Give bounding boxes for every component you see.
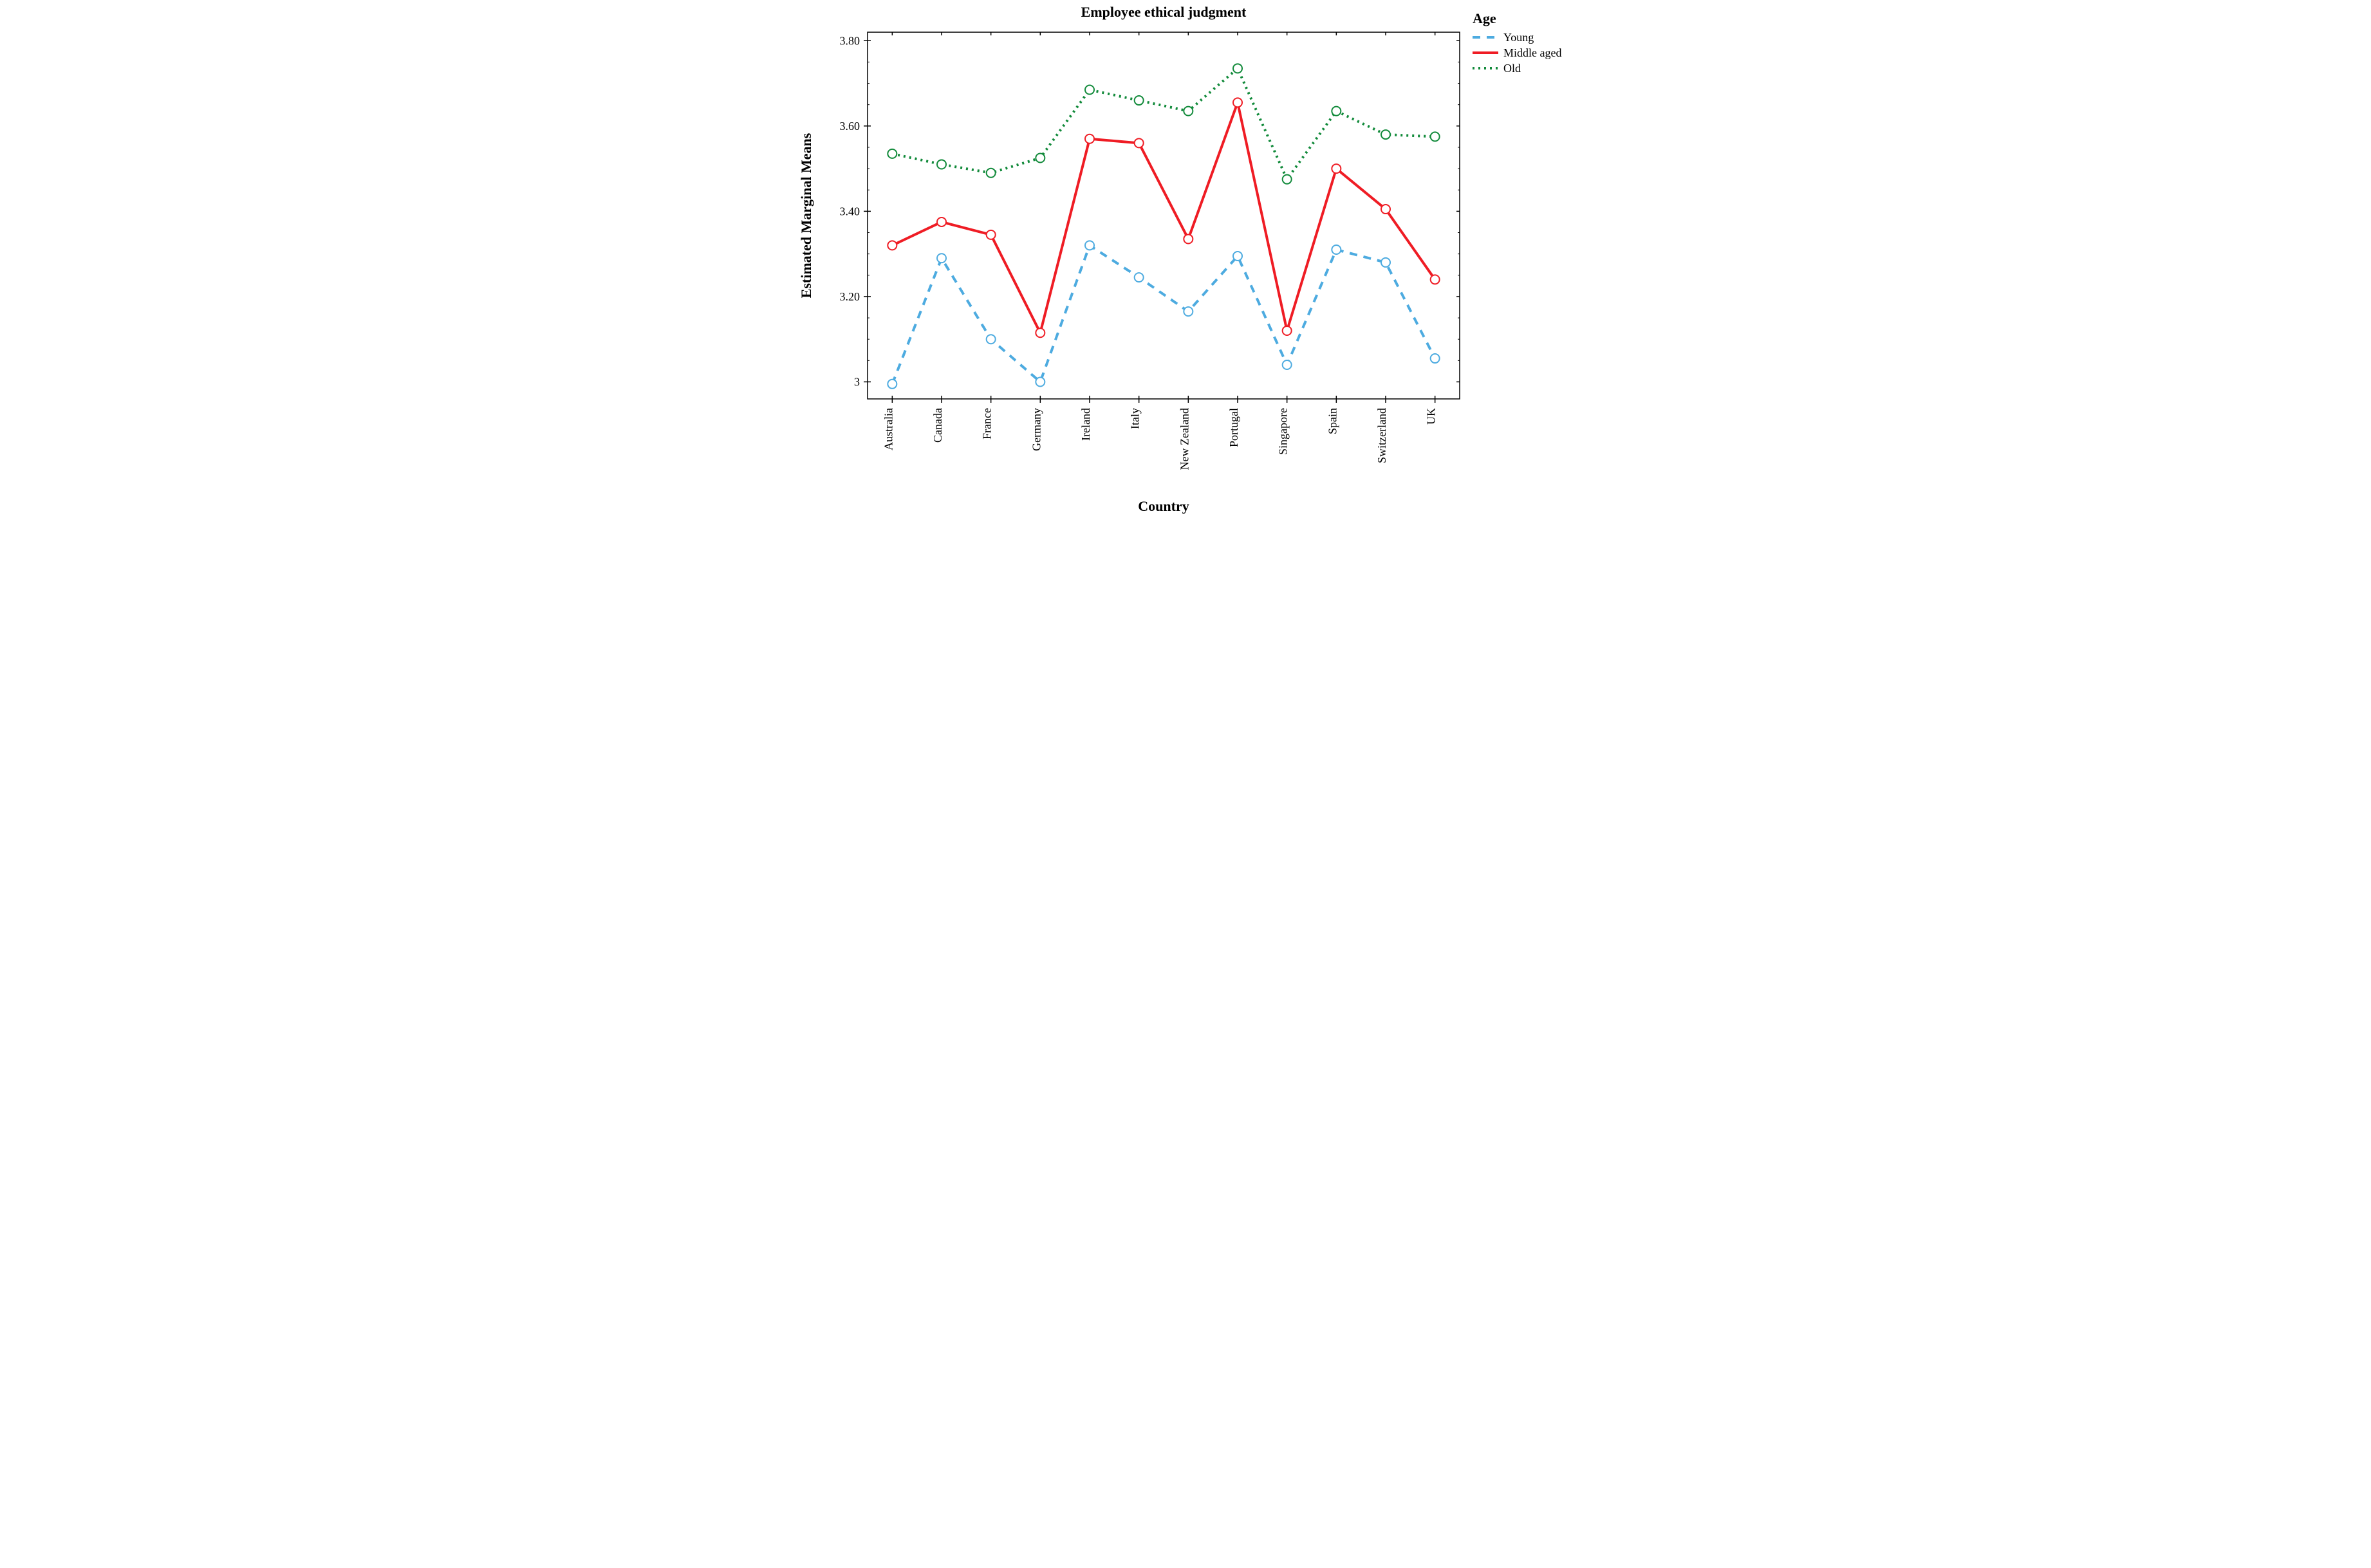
series-marker-old — [1332, 107, 1341, 116]
y-tick-label: 3.60 — [840, 120, 860, 133]
series-marker-old — [1135, 96, 1144, 105]
x-tick-label: France — [981, 408, 994, 439]
chart-title: Employee ethical judgment — [1081, 4, 1247, 20]
series-marker-young — [1283, 360, 1292, 369]
y-tick-label: 3.40 — [840, 205, 860, 217]
series-marker-young — [888, 380, 897, 389]
series-marker-old — [1233, 64, 1242, 73]
legend-title: Age — [1473, 10, 1496, 26]
series-marker-young — [937, 254, 946, 263]
x-tick-label: Germany — [1030, 408, 1043, 451]
series-marker-middle — [1283, 326, 1292, 335]
series-marker-middle — [1135, 138, 1144, 147]
x-tick-label: UK — [1425, 408, 1438, 425]
chart-container: Employee ethical judgment 3 3.20 3.40 3.60 3.… — [790, 0, 1581, 522]
series-marker-middle — [1332, 164, 1341, 173]
chart-svg: Employee ethical judgment 3 3.20 3.40 3.60 3.… — [790, 0, 1581, 522]
series-marker-middle — [888, 241, 897, 250]
legend-label-old: Old — [1503, 62, 1521, 75]
series-marker-old — [888, 149, 897, 158]
y-tick-label: 3.80 — [840, 34, 860, 47]
series-marker-old — [1085, 85, 1094, 94]
legend-label-young: Young — [1503, 31, 1534, 44]
series-marker-young — [1036, 377, 1045, 386]
series-marker-middle — [937, 217, 946, 226]
series-marker-old — [1431, 132, 1440, 141]
x-tick-label: Portugal — [1227, 408, 1240, 447]
series-marker-young — [987, 335, 996, 344]
series-marker-middle — [987, 230, 996, 239]
series-marker-old — [1283, 175, 1292, 184]
series-marker-middle — [1085, 134, 1094, 143]
series-marker-old — [1184, 107, 1193, 116]
x-tick-label: Spain — [1326, 408, 1339, 434]
series-marker-old — [937, 160, 946, 169]
series-marker-young — [1184, 307, 1193, 316]
x-tick-label: New Zealand — [1178, 408, 1191, 470]
series-marker-middle — [1381, 205, 1390, 214]
series-marker-old — [1381, 130, 1390, 139]
x-tick-label: Singapore — [1277, 408, 1290, 455]
y-tick-label: 3.20 — [840, 290, 860, 303]
x-tick-label: Switzerland — [1375, 408, 1388, 463]
series-marker-old — [987, 169, 996, 178]
series-marker-middle — [1233, 98, 1242, 107]
x-tick-label: Ireland — [1079, 408, 1092, 441]
series-marker-young — [1431, 354, 1440, 363]
y-axis-label: Estimated Marginal Means — [798, 133, 814, 298]
y-tick-label: 3 — [854, 375, 860, 388]
series-marker-middle — [1431, 275, 1440, 284]
legend-label-middle: Middle aged — [1503, 46, 1561, 59]
x-tick-label: Australia — [882, 408, 895, 450]
x-tick-label: Italy — [1129, 408, 1142, 429]
x-axis-label: Country — [1138, 498, 1189, 514]
series-marker-young — [1332, 245, 1341, 254]
x-tick-label: Canada — [931, 408, 944, 443]
series-marker-middle — [1184, 234, 1193, 243]
series-marker-old — [1036, 154, 1045, 163]
series-marker-young — [1381, 258, 1390, 267]
series-marker-young — [1233, 252, 1242, 261]
series-marker-young — [1135, 273, 1144, 282]
series-marker-young — [1085, 241, 1094, 250]
series-marker-middle — [1036, 328, 1045, 337]
